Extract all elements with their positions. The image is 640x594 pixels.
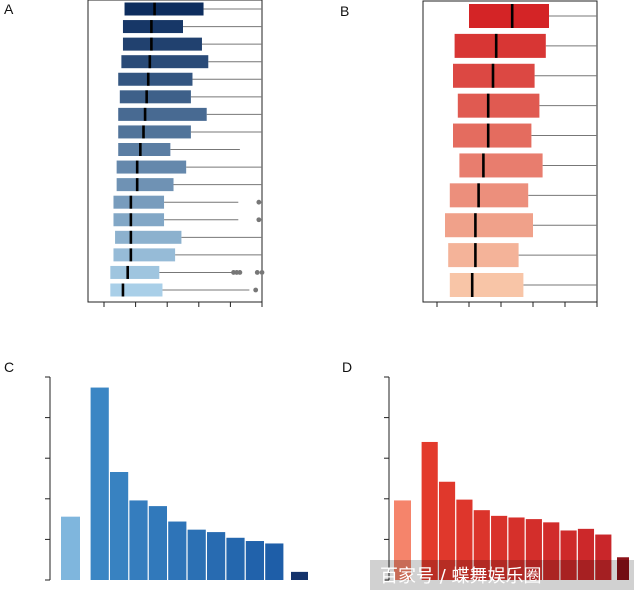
bar — [525, 519, 542, 580]
box — [449, 273, 524, 297]
outlier-point — [256, 217, 262, 223]
plot-frame — [422, 0, 598, 303]
panel-b-boxplot — [422, 0, 598, 307]
box — [116, 178, 174, 192]
bar — [543, 522, 560, 580]
bar-zero — [394, 500, 411, 580]
bar — [90, 387, 109, 580]
bar-one — [291, 571, 308, 580]
outlier-point — [259, 270, 265, 275]
box — [454, 33, 546, 58]
panel-a-boxplot — [87, 0, 265, 307]
box — [469, 4, 549, 28]
bar — [456, 499, 473, 580]
outlier-point — [254, 270, 260, 275]
box — [113, 248, 176, 262]
bar — [265, 543, 284, 580]
bar — [438, 481, 456, 580]
panel-d-histogram — [384, 376, 629, 581]
panel-c-histogram — [45, 376, 308, 581]
box — [453, 123, 532, 148]
bar — [473, 510, 490, 580]
box — [118, 107, 207, 121]
box — [115, 230, 182, 244]
watermark: 百家号 / 蝶舞娱乐圈 — [370, 560, 634, 590]
box — [121, 55, 209, 69]
box — [118, 72, 193, 86]
bar — [508, 517, 525, 580]
bar — [129, 500, 148, 580]
bar — [207, 532, 226, 580]
box — [449, 183, 529, 208]
panel-label-d: D — [342, 359, 352, 375]
bar — [421, 441, 438, 580]
outlier-point — [256, 199, 262, 205]
box — [118, 143, 171, 156]
box — [119, 90, 191, 104]
bar — [595, 534, 612, 580]
bar — [148, 506, 167, 580]
box — [457, 93, 540, 118]
bar-one — [617, 557, 629, 580]
box — [113, 195, 165, 209]
bar — [577, 528, 595, 580]
box — [110, 265, 160, 279]
bar-zero — [61, 516, 80, 580]
panel-label-c: C — [4, 359, 14, 375]
bar — [245, 541, 264, 580]
outlier-point — [253, 287, 259, 293]
box — [118, 125, 191, 139]
bar — [187, 529, 206, 580]
box — [124, 2, 204, 16]
plot-frame — [87, 0, 263, 303]
bar — [168, 521, 187, 580]
box — [122, 20, 183, 34]
box — [110, 283, 163, 297]
box — [445, 213, 533, 238]
panel-label-b: B — [340, 3, 349, 19]
outlier-point — [237, 270, 243, 275]
bar — [110, 472, 129, 580]
bar — [226, 537, 245, 580]
box — [116, 160, 187, 174]
box — [122, 37, 202, 51]
box — [459, 153, 543, 178]
bar — [560, 530, 577, 580]
watermark-bg — [370, 560, 634, 590]
box — [113, 213, 165, 227]
box — [448, 243, 519, 268]
panel-label-a: A — [4, 1, 14, 17]
watermark-text: 百家号 / 蝶舞娱乐圈 — [380, 566, 542, 587]
bar — [491, 515, 508, 580]
